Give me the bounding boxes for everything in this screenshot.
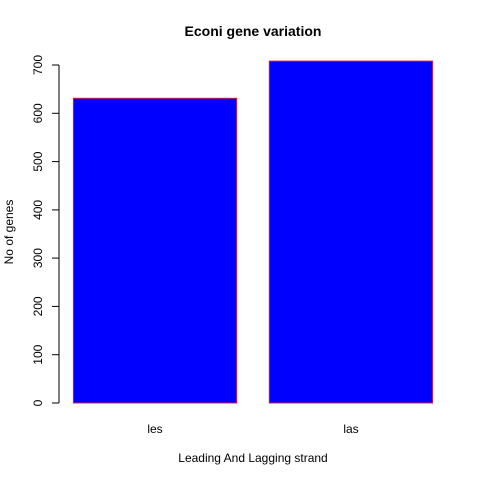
y-tick-label-500: 500 bbox=[31, 151, 45, 171]
y-tick-label-300: 300 bbox=[31, 248, 45, 268]
bar-las bbox=[268, 60, 434, 404]
x-tick-label-las: las bbox=[343, 422, 358, 436]
x-tick-label-les: les bbox=[147, 422, 162, 436]
chart-title: Econi gene variation bbox=[185, 23, 322, 39]
y-tick-label-0: 0 bbox=[31, 399, 45, 406]
x-axis-label: Leading And Lagging strand bbox=[178, 451, 327, 465]
y-tick-label-700: 700 bbox=[31, 55, 45, 75]
y-tick-label-100: 100 bbox=[31, 344, 45, 364]
y-axis-label: No of genes bbox=[2, 200, 16, 265]
bars-layer bbox=[72, 60, 434, 404]
y-axis: 0 100 200 300 400 500 600 700 bbox=[31, 55, 60, 406]
x-axis-labels: les las bbox=[147, 422, 358, 436]
y-tick-label-600: 600 bbox=[31, 103, 45, 123]
bar-les bbox=[72, 97, 238, 404]
y-tick-label-200: 200 bbox=[31, 296, 45, 316]
y-tick-label-400: 400 bbox=[31, 200, 45, 220]
